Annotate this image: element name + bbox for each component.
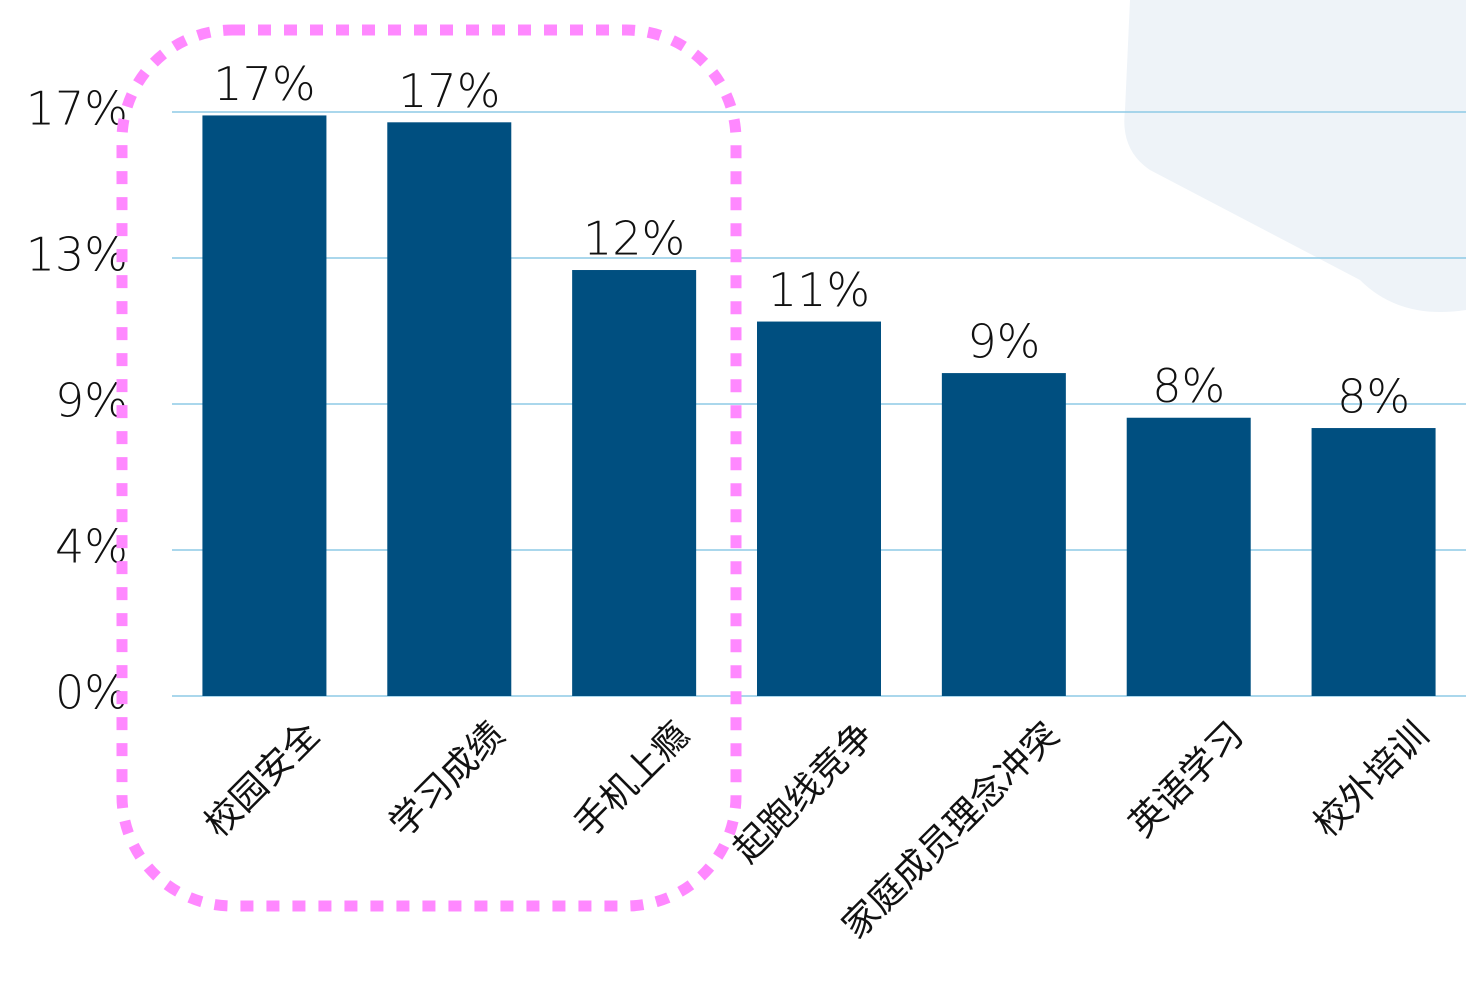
x-tick-label: 英语学习 (1121, 714, 1252, 845)
bar (572, 270, 697, 696)
x-tick-label: 校外培训 (1306, 714, 1437, 845)
x-tick-label: 学习成绩 (382, 714, 513, 845)
bar (757, 321, 881, 696)
y-tick-label: 17% (26, 82, 128, 136)
value-label: 17% (213, 57, 315, 111)
bar (941, 373, 1066, 696)
bar (202, 115, 327, 696)
y-tick-label: 13% (26, 228, 128, 282)
x-tick-label: 校园安全 (197, 714, 328, 845)
value-label: 11% (768, 263, 870, 317)
background-decoration (1124, 0, 1466, 312)
value-label: 9% (967, 315, 1040, 369)
bar (387, 122, 512, 696)
bar (1311, 428, 1436, 696)
x-tick-label: 起跑线竞争 (726, 714, 882, 870)
value-label: 8% (1337, 370, 1410, 424)
y-tick-label: 0% (55, 666, 128, 720)
value-label: 12% (583, 212, 685, 266)
value-label: 8% (1152, 359, 1225, 413)
y-tick-label: 9% (55, 374, 128, 428)
value-label: 17% (398, 64, 500, 118)
highlight-box (116, 24, 742, 912)
bar (1126, 417, 1251, 696)
x-tick-label: 手机上瘾 (567, 714, 698, 845)
y-tick-label: 4% (55, 520, 128, 574)
